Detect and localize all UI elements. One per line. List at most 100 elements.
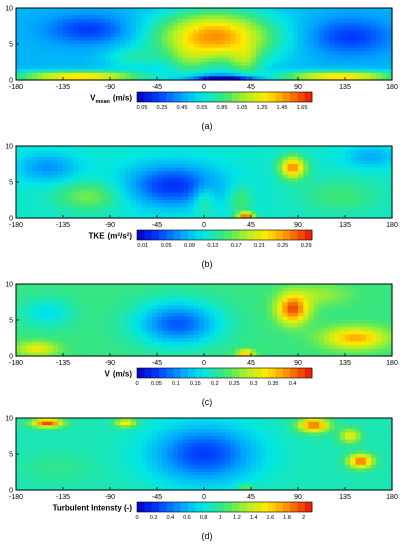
heatmap-cell [230,196,236,201]
heatmap-cell [21,334,28,339]
heatmap-cell [130,439,137,444]
heatmap-cell [36,167,43,172]
heatmap-cell [355,72,362,77]
heatmap-cell [219,146,226,151]
heatmap-cell [308,214,315,219]
heatmap-cell [386,436,393,441]
heatmap-cell [151,203,158,208]
colorbar-tick-label: 1.45 [277,105,288,111]
heatmap-cell [16,312,22,317]
heatmap-cell [146,425,153,430]
heatmap-cell [298,287,304,292]
heatmap-cell [303,26,310,31]
heatmap-cell [251,338,257,343]
heatmap-cell [125,421,132,426]
heatmap-cell [303,189,310,194]
heatmap-cell [73,182,80,187]
heatmap-cell [115,18,122,23]
heatmap-cell [36,29,43,34]
heatmap-cell [151,334,158,339]
heatmap-cell [214,62,221,67]
heatmap-cell [157,8,163,13]
heatmap-cell [386,54,393,59]
heatmap-cell [261,33,268,38]
heatmap-cell [371,18,377,23]
heatmap-cell [360,33,367,38]
heatmap-cell [292,167,299,172]
heatmap-cell [313,196,320,201]
heatmap-cell [83,146,90,151]
heatmap-cell [365,26,372,31]
heatmap-cell [151,185,158,190]
heatmap-cell [16,345,22,350]
heatmap-cell [16,207,22,212]
heatmap-cell [193,22,200,27]
heatmap-cell [110,203,116,208]
heatmap-cell [36,421,43,426]
heatmap-cell [57,309,64,314]
heatmap-cell [125,8,132,13]
heatmap-cell [120,76,127,81]
heatmap-cell [36,345,43,350]
heatmap-cell [104,338,111,343]
heatmap-cell [277,330,283,335]
heatmap-cell [167,11,174,16]
heatmap-cell [240,432,247,437]
heatmap-cell [308,153,315,158]
heatmap-cell [73,149,80,154]
colorbar-tick-label: 0.17 [231,243,242,249]
colorbar-tick-label: 0 [135,381,138,387]
heatmap-cell [219,327,226,332]
heatmap-cell [125,316,132,321]
heatmap-cell [376,8,383,13]
heatmap-cell [99,284,106,289]
heatmap-cell [115,196,122,201]
heatmap-cell [256,203,263,208]
heatmap-cell [57,425,64,430]
heatmap-cell [266,8,273,13]
heatmap-cell [193,214,200,219]
heatmap-cell [360,436,367,441]
heatmap-cell [125,352,132,357]
heatmap-cell [167,327,174,332]
colorbar-segment [158,92,167,102]
heatmap-cell [63,428,69,433]
heatmap-cell [308,284,315,289]
heatmap-cell [271,164,278,169]
heatmap-cell [99,153,106,158]
heatmap-cell [47,76,54,81]
heatmap-cell [235,47,242,52]
heatmap-cell [73,348,80,353]
heatmap-cell [26,58,33,63]
heatmap-cell [120,156,127,161]
heatmap-cell [219,11,226,16]
heatmap-cell [110,192,116,197]
heatmap-cell [188,207,195,212]
heatmap-cell [350,284,357,289]
heatmap-cell [360,160,367,165]
colorbar-segment [304,368,313,378]
heatmap-cell [151,72,158,77]
heatmap-cell [198,305,205,310]
heatmap-cell [334,36,341,41]
heatmap-cell [167,309,174,314]
heatmap-cell [219,348,226,353]
heatmap-cell [318,436,325,441]
heatmap-cell [334,189,341,194]
heatmap-cell [162,26,169,31]
heatmap-cell [256,36,263,41]
heatmap-cell [261,418,268,423]
heatmap-cell [345,47,351,52]
heatmap-cell [47,29,54,34]
heatmap-cell [235,167,242,172]
heatmap-cell [355,160,362,165]
heatmap-cell [292,203,299,208]
heatmap-cell [345,72,351,77]
heatmap-cell [329,192,336,197]
heatmap-cell [355,305,362,310]
heatmap-cell [146,302,153,307]
heatmap-cell [277,418,283,423]
heatmap-cell [350,207,357,212]
heatmap-cell [198,146,205,151]
heatmap-cell [329,174,336,179]
